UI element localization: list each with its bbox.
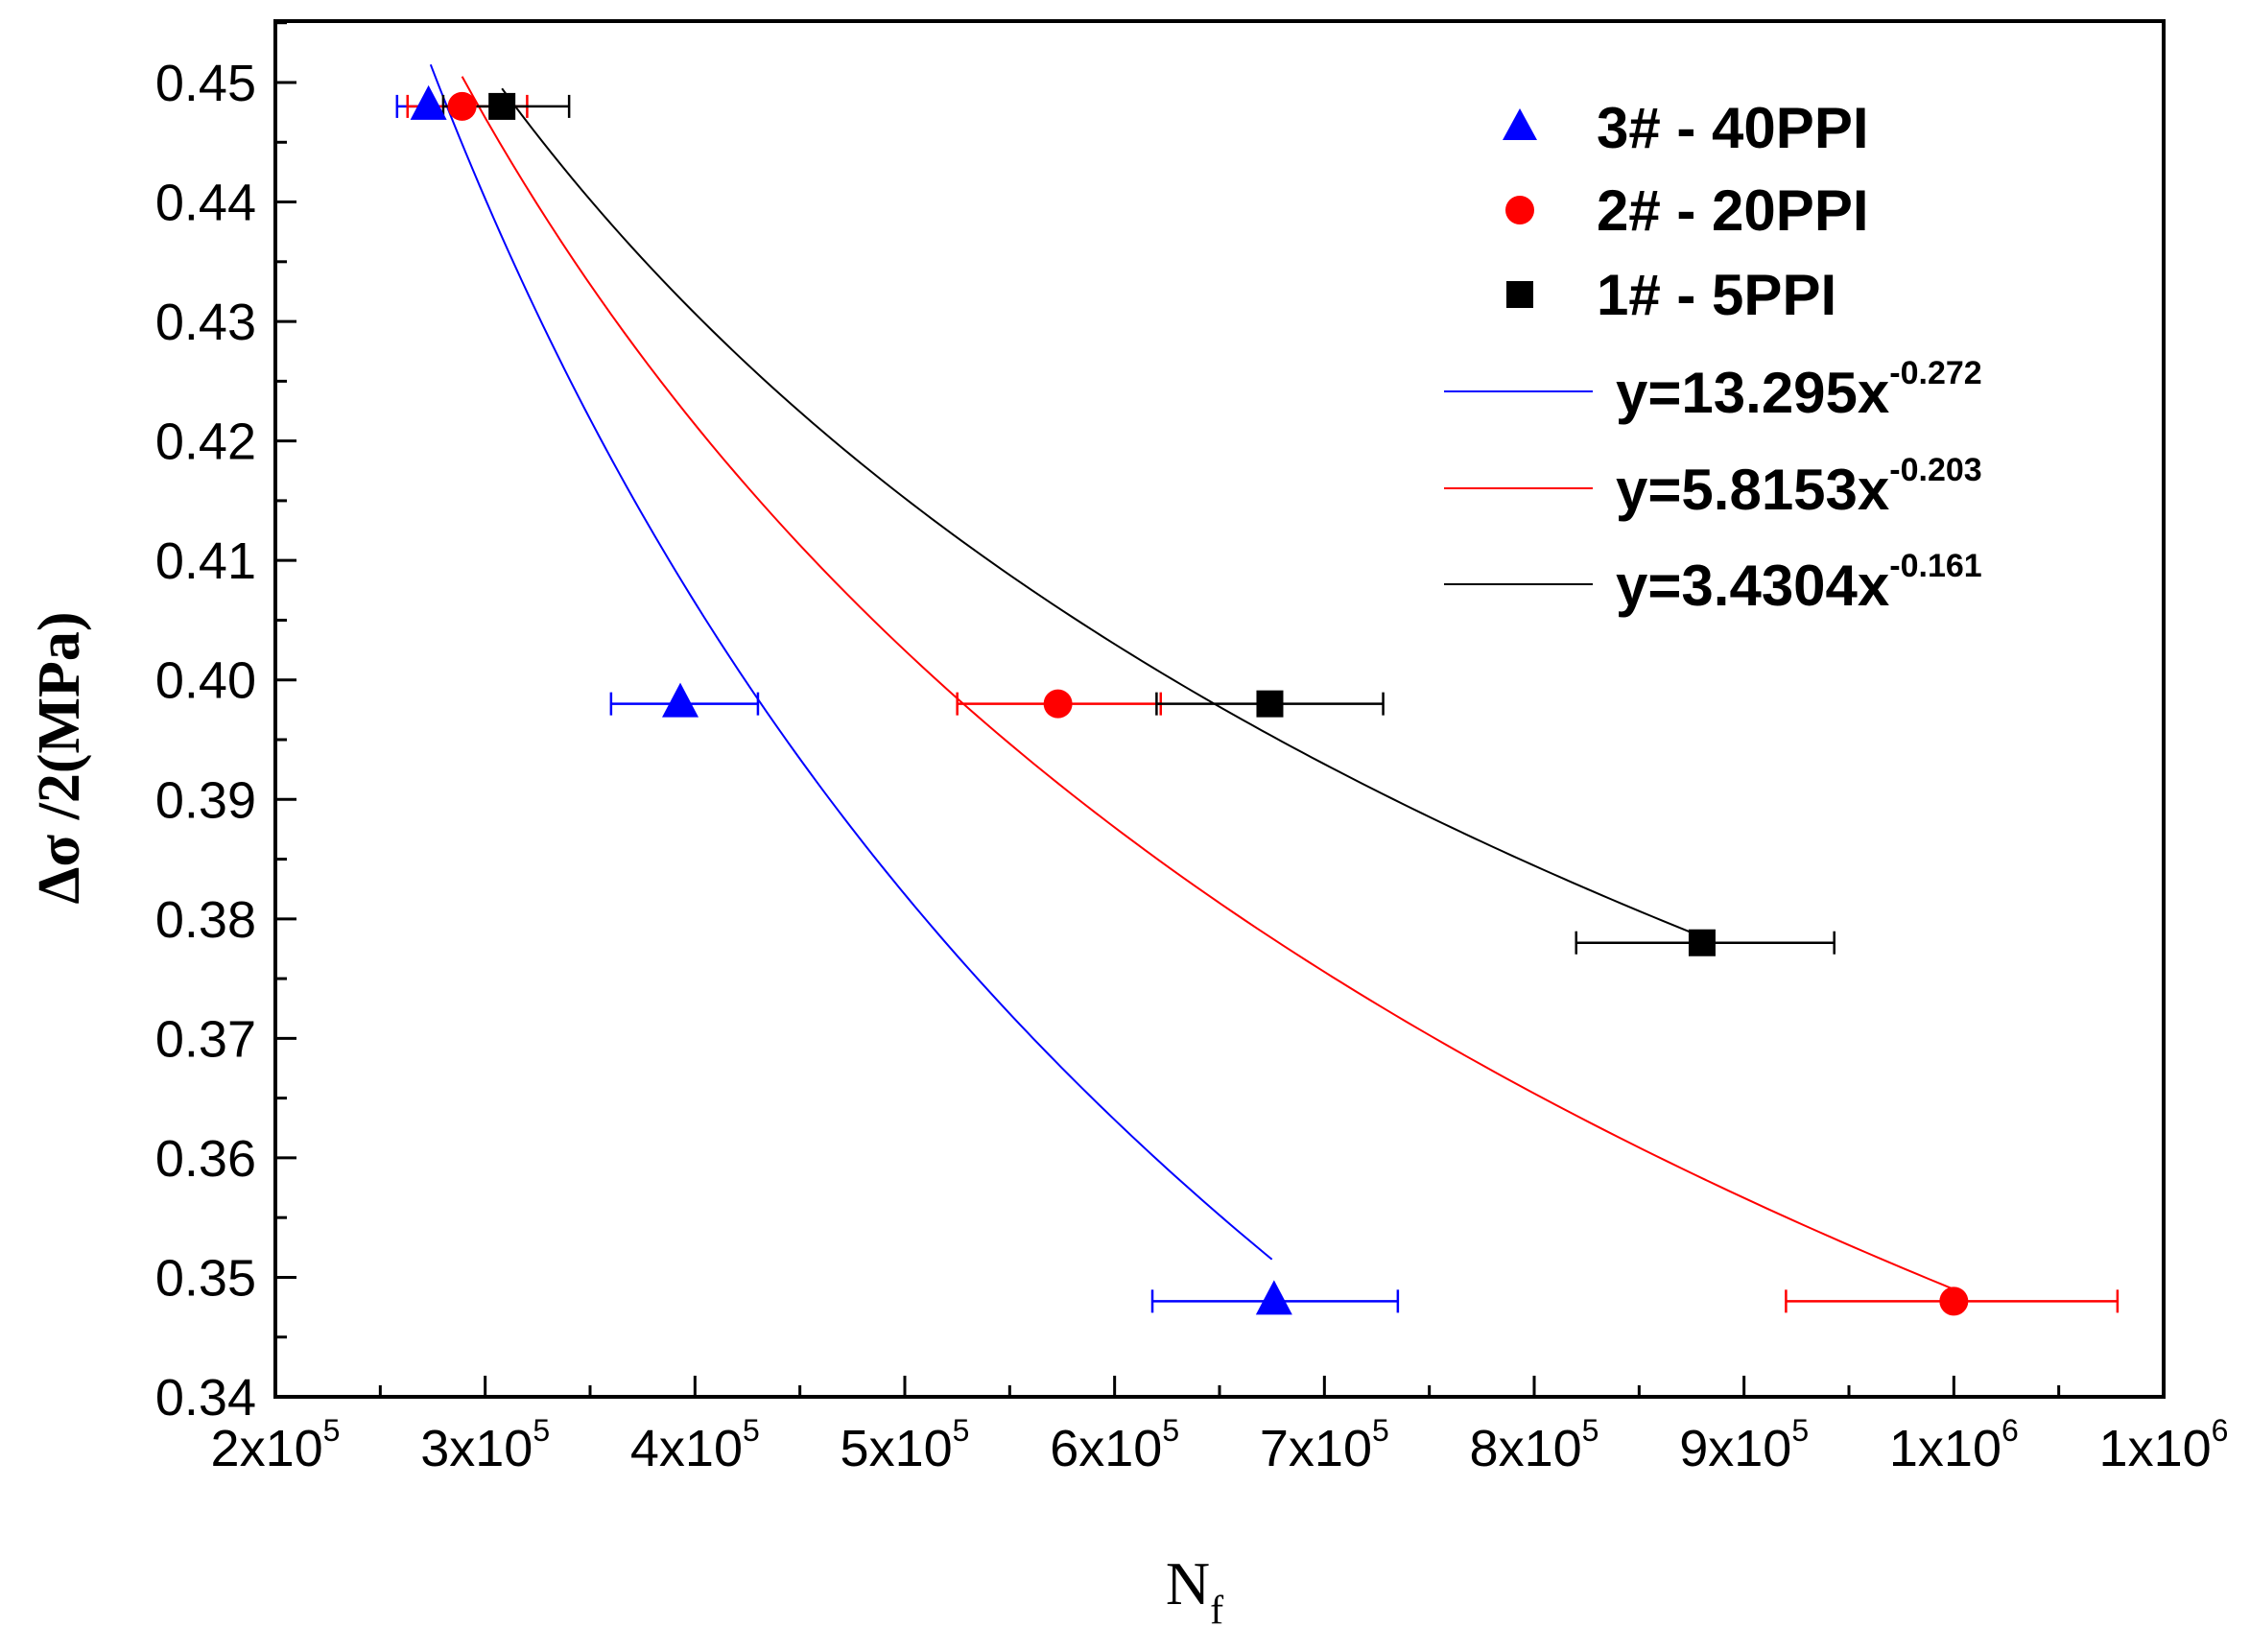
y-tick-label: 0.42 xyxy=(155,413,256,471)
legend-triangle-icon xyxy=(1503,108,1537,140)
x-tick-label: 2x105 xyxy=(211,1413,341,1477)
y-tick-label: 0.43 xyxy=(155,294,256,351)
data-point-circle xyxy=(447,91,477,121)
x-tick-label: 7x105 xyxy=(1260,1413,1389,1477)
data-point-triangle xyxy=(410,84,447,120)
x-tick-label: 5x105 xyxy=(841,1413,970,1477)
plot-frame xyxy=(273,19,2166,1399)
data-point-square xyxy=(1256,690,1284,718)
x-tick-label: 4x105 xyxy=(630,1413,760,1477)
data-point-circle xyxy=(1043,689,1073,719)
y-tick-label: 0.40 xyxy=(155,652,256,710)
legend-circle-icon xyxy=(1505,196,1534,224)
y-axis-title: Δσ /2(MPa) xyxy=(27,611,92,904)
legend-fit-label: y=13.295x-0.272 xyxy=(1616,355,1982,425)
legend-series-label: 3# - 40PPI xyxy=(1597,96,1869,160)
x-tick-label: 1x106 xyxy=(1889,1413,2019,1477)
y-tick-label: 0.34 xyxy=(155,1369,256,1427)
x-axis-title: Nf xyxy=(1166,1549,1223,1633)
data-point-triangle xyxy=(1255,1280,1292,1315)
fit-curve xyxy=(461,76,1954,1290)
axis-ticks: 2x105 3x105 4x105 5x105 6x105 7x105 8x105 9x105… xyxy=(155,21,2229,1477)
data-point-square xyxy=(488,92,516,120)
fit-curves xyxy=(429,63,1954,1290)
y-tick-label: 0.45 xyxy=(155,55,256,112)
fit-curve xyxy=(429,63,1273,1261)
y-tick-label: 0.39 xyxy=(155,771,256,829)
fit-curve xyxy=(501,87,1703,938)
data-point-triangle xyxy=(662,682,699,718)
y-tick-label: 0.37 xyxy=(155,1010,256,1068)
legend-series-label: 2# - 20PPI xyxy=(1597,178,1869,243)
data-point-square xyxy=(1688,929,1716,956)
x-tick-label: 6x105 xyxy=(1050,1413,1179,1477)
y-tick-label: 0.35 xyxy=(155,1249,256,1307)
y-tick-label: 0.36 xyxy=(155,1130,256,1188)
x-tick-label: 3x105 xyxy=(420,1413,550,1477)
y-tick-label: 0.41 xyxy=(155,532,256,590)
x-tick-label: 1x106 xyxy=(2099,1413,2229,1477)
data-markers xyxy=(410,84,1969,1316)
data-point-circle xyxy=(1939,1286,1969,1316)
legend-fit-label: y=5.8153x-0.203 xyxy=(1616,452,1982,522)
x-tick-label: 8x105 xyxy=(1470,1413,1599,1477)
legend-square-icon xyxy=(1506,281,1533,308)
y-tick-label: 0.44 xyxy=(155,175,256,232)
legend-series-label: 1# - 5PPI xyxy=(1597,263,1836,327)
x-tick-label: 9x105 xyxy=(1679,1413,1809,1477)
legend: 3# - 40PPI 2# - 20PPI 1# - 5PPI y=13.295x-0… xyxy=(1444,96,1982,618)
y-tick-label: 0.38 xyxy=(155,891,256,949)
legend-fit-label: y=3.4304x-0.161 xyxy=(1616,548,1982,618)
